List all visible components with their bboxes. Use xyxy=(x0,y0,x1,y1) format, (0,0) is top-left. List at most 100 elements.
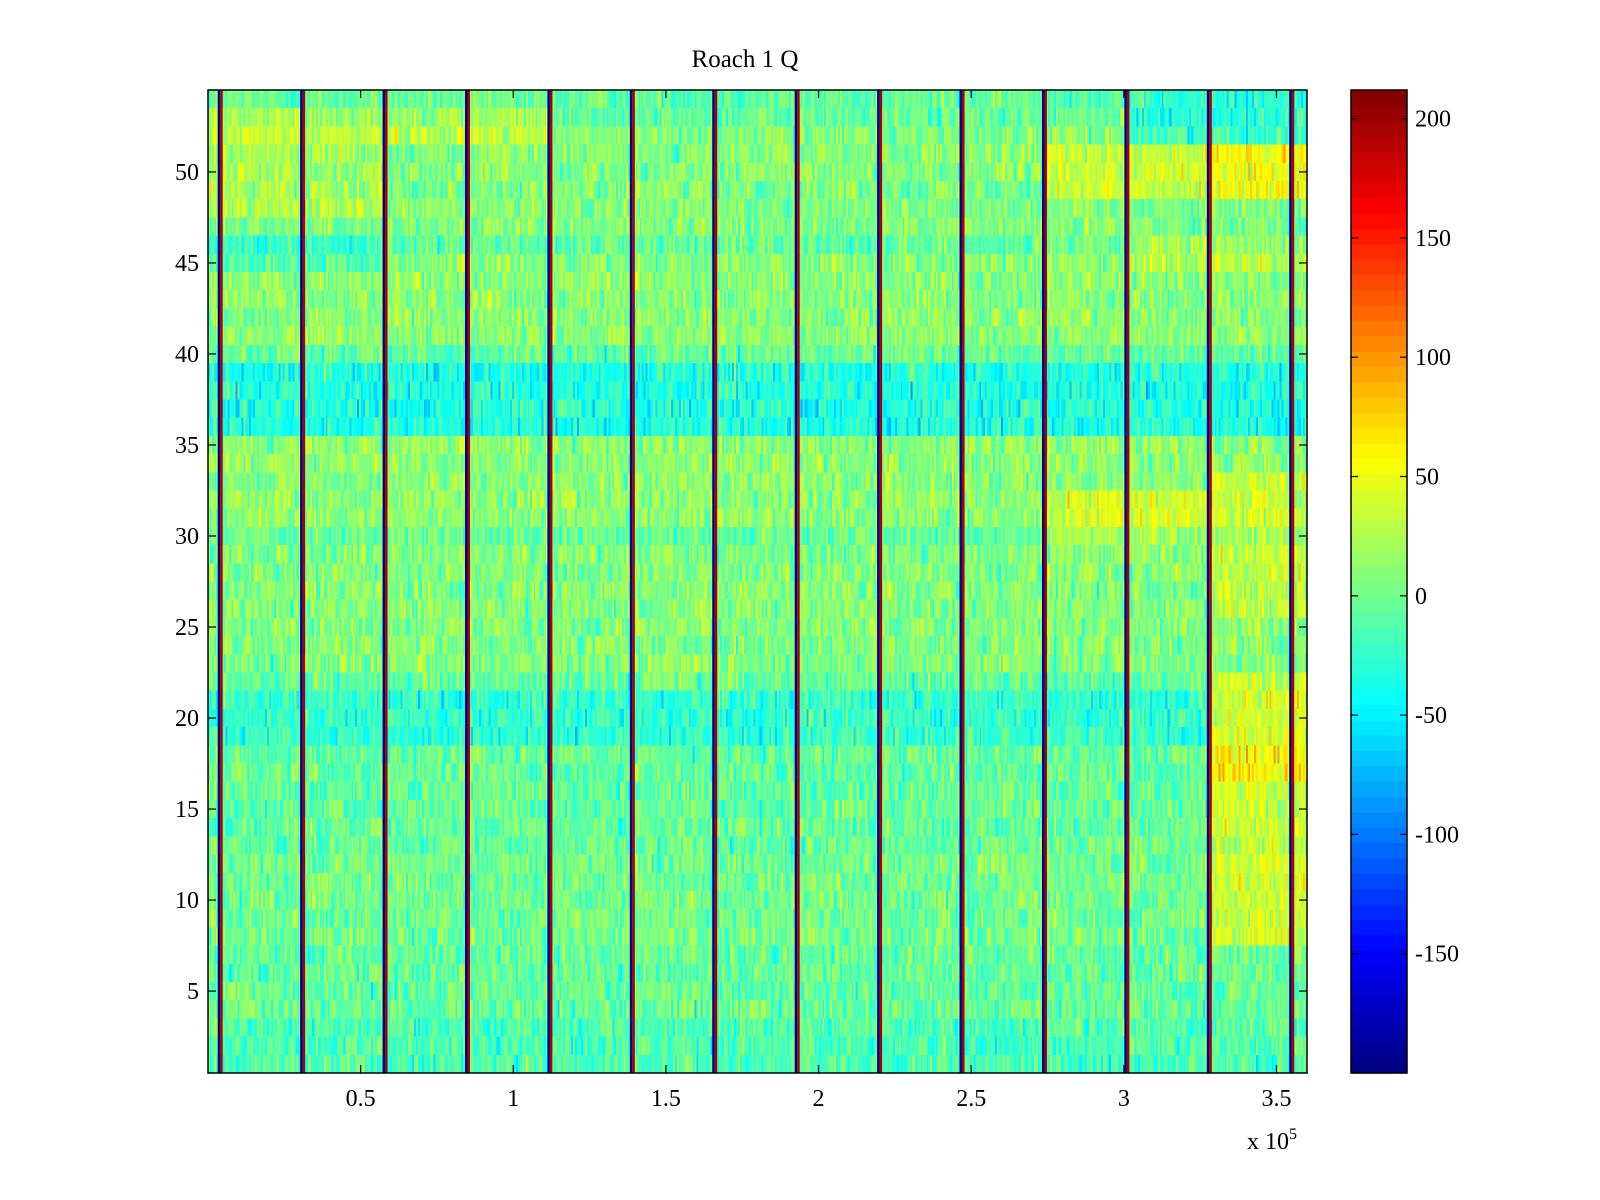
colorbar-band xyxy=(1351,919,1407,936)
spike-column-high xyxy=(467,90,470,1073)
colorbar-band xyxy=(1351,535,1407,552)
colorbar-tick-label: -50 xyxy=(1415,703,1447,729)
colorbar-band xyxy=(1351,412,1407,429)
colorbar-band xyxy=(1351,381,1407,398)
spike-column-low xyxy=(217,90,221,1073)
colorbar-tick-label: -100 xyxy=(1415,822,1459,848)
spike-column-high xyxy=(302,90,306,1073)
spike-column-low xyxy=(794,90,798,1073)
y-tick-label: 50 xyxy=(175,160,199,186)
spike-column-low xyxy=(300,90,303,1073)
colorbar-band xyxy=(1351,658,1407,675)
x-tick-label: 2 xyxy=(813,1086,825,1112)
colorbar-band xyxy=(1351,243,1407,260)
colorbar-band xyxy=(1351,704,1407,721)
colorbar-band xyxy=(1351,996,1407,1013)
spike-column-high xyxy=(1209,90,1212,1073)
y-tick-label: 30 xyxy=(175,524,199,550)
colorbar-band xyxy=(1351,120,1407,137)
x-axis-multiplier: x 105 xyxy=(1247,1126,1297,1155)
colorbar-band xyxy=(1351,366,1407,383)
colorbar-band xyxy=(1351,305,1407,321)
colorbar-band xyxy=(1351,719,1407,736)
colorbar-band xyxy=(1351,335,1407,352)
spike-column-high xyxy=(879,90,883,1073)
colorbar-band xyxy=(1351,351,1407,368)
colorbar-band xyxy=(1351,489,1407,506)
colorbar-band xyxy=(1351,627,1407,644)
colorbar-band xyxy=(1351,596,1407,613)
colorbar-band xyxy=(1351,320,1407,337)
heatmap-image xyxy=(208,90,1307,1073)
x-tick-label: 1 xyxy=(507,1086,519,1112)
colorbar-band xyxy=(1351,458,1407,475)
spike-column-low xyxy=(1289,90,1292,1073)
y-tick-label: 15 xyxy=(175,797,199,823)
colorbar-band xyxy=(1351,980,1407,997)
colorbar-tick-label: 50 xyxy=(1415,465,1439,491)
colorbar-band xyxy=(1351,904,1407,921)
colorbar-band xyxy=(1351,950,1407,967)
colorbar-band xyxy=(1351,90,1407,106)
colorbar-band xyxy=(1351,166,1407,183)
spike-column-high xyxy=(385,90,388,1073)
colorbar-band xyxy=(1351,1057,1407,1074)
colorbar-band xyxy=(1351,397,1407,414)
spike-column-low xyxy=(1041,90,1045,1073)
colorbar-band xyxy=(1351,765,1407,782)
spike-column-high xyxy=(1126,90,1130,1073)
colorbar-band xyxy=(1351,642,1407,659)
y-axis: 5 10 15 20 25 30 35 40 45 50 xyxy=(175,160,1307,1005)
colorbar-band xyxy=(1351,842,1407,859)
spike-column-high xyxy=(632,90,635,1073)
spike-column-low xyxy=(382,90,386,1073)
colorbar-band xyxy=(1351,857,1407,874)
y-tick-label: 35 xyxy=(175,433,199,459)
spike-column-low xyxy=(629,90,633,1073)
spike-column-low xyxy=(959,90,963,1073)
colorbar-band xyxy=(1351,1011,1407,1028)
colorbar-band xyxy=(1351,827,1407,844)
spike-column-high xyxy=(962,90,965,1073)
spike-column-low xyxy=(547,90,550,1073)
colorbar-band xyxy=(1351,136,1407,153)
colorbar-band xyxy=(1351,781,1407,798)
colorbar-band xyxy=(1351,888,1407,905)
colorbar-band xyxy=(1351,811,1407,828)
colorbar-band xyxy=(1351,520,1407,537)
y-tick-label: 10 xyxy=(175,888,199,914)
colorbar-band xyxy=(1351,581,1407,598)
x-axis-multiplier-base: x 10 xyxy=(1247,1129,1289,1155)
spike-column-high xyxy=(1291,90,1295,1073)
colorbar-tick-label: -150 xyxy=(1415,942,1459,968)
y-tick-label: 20 xyxy=(175,706,199,732)
spike-column-high xyxy=(220,90,223,1073)
spike-column-low xyxy=(464,90,468,1073)
colorbar-band xyxy=(1351,182,1407,199)
colorbar-band xyxy=(1351,105,1407,122)
spike-column-low xyxy=(1206,90,1210,1073)
colorbar-band xyxy=(1351,443,1407,460)
colorbar-band xyxy=(1351,673,1407,690)
colorbar-band xyxy=(1351,274,1407,291)
y-tick-label: 40 xyxy=(175,342,199,368)
colorbar-band xyxy=(1351,965,1407,982)
spike-column-high xyxy=(714,90,718,1073)
colorbar-band xyxy=(1351,473,1407,490)
colorbar-band xyxy=(1351,612,1407,629)
colorbar-band xyxy=(1351,750,1407,767)
colorbar-band xyxy=(1351,289,1407,306)
spike-column-high xyxy=(1044,90,1047,1073)
x-tick-label: 3 xyxy=(1118,1086,1130,1112)
colorbar-band xyxy=(1351,151,1407,168)
colorbar xyxy=(1351,90,1407,1074)
colorbar-band xyxy=(1351,934,1407,951)
colorbar-band xyxy=(1351,427,1407,444)
colorbar-band xyxy=(1351,1042,1407,1059)
colorbar-band xyxy=(1351,197,1407,214)
colorbar-band xyxy=(1351,873,1407,890)
chart-title: Roach 1 Q xyxy=(692,46,799,73)
x-axis: 0.5 1 1.5 2 2.5 3 3.5 xyxy=(346,90,1291,1112)
colorbar-band xyxy=(1351,796,1407,813)
